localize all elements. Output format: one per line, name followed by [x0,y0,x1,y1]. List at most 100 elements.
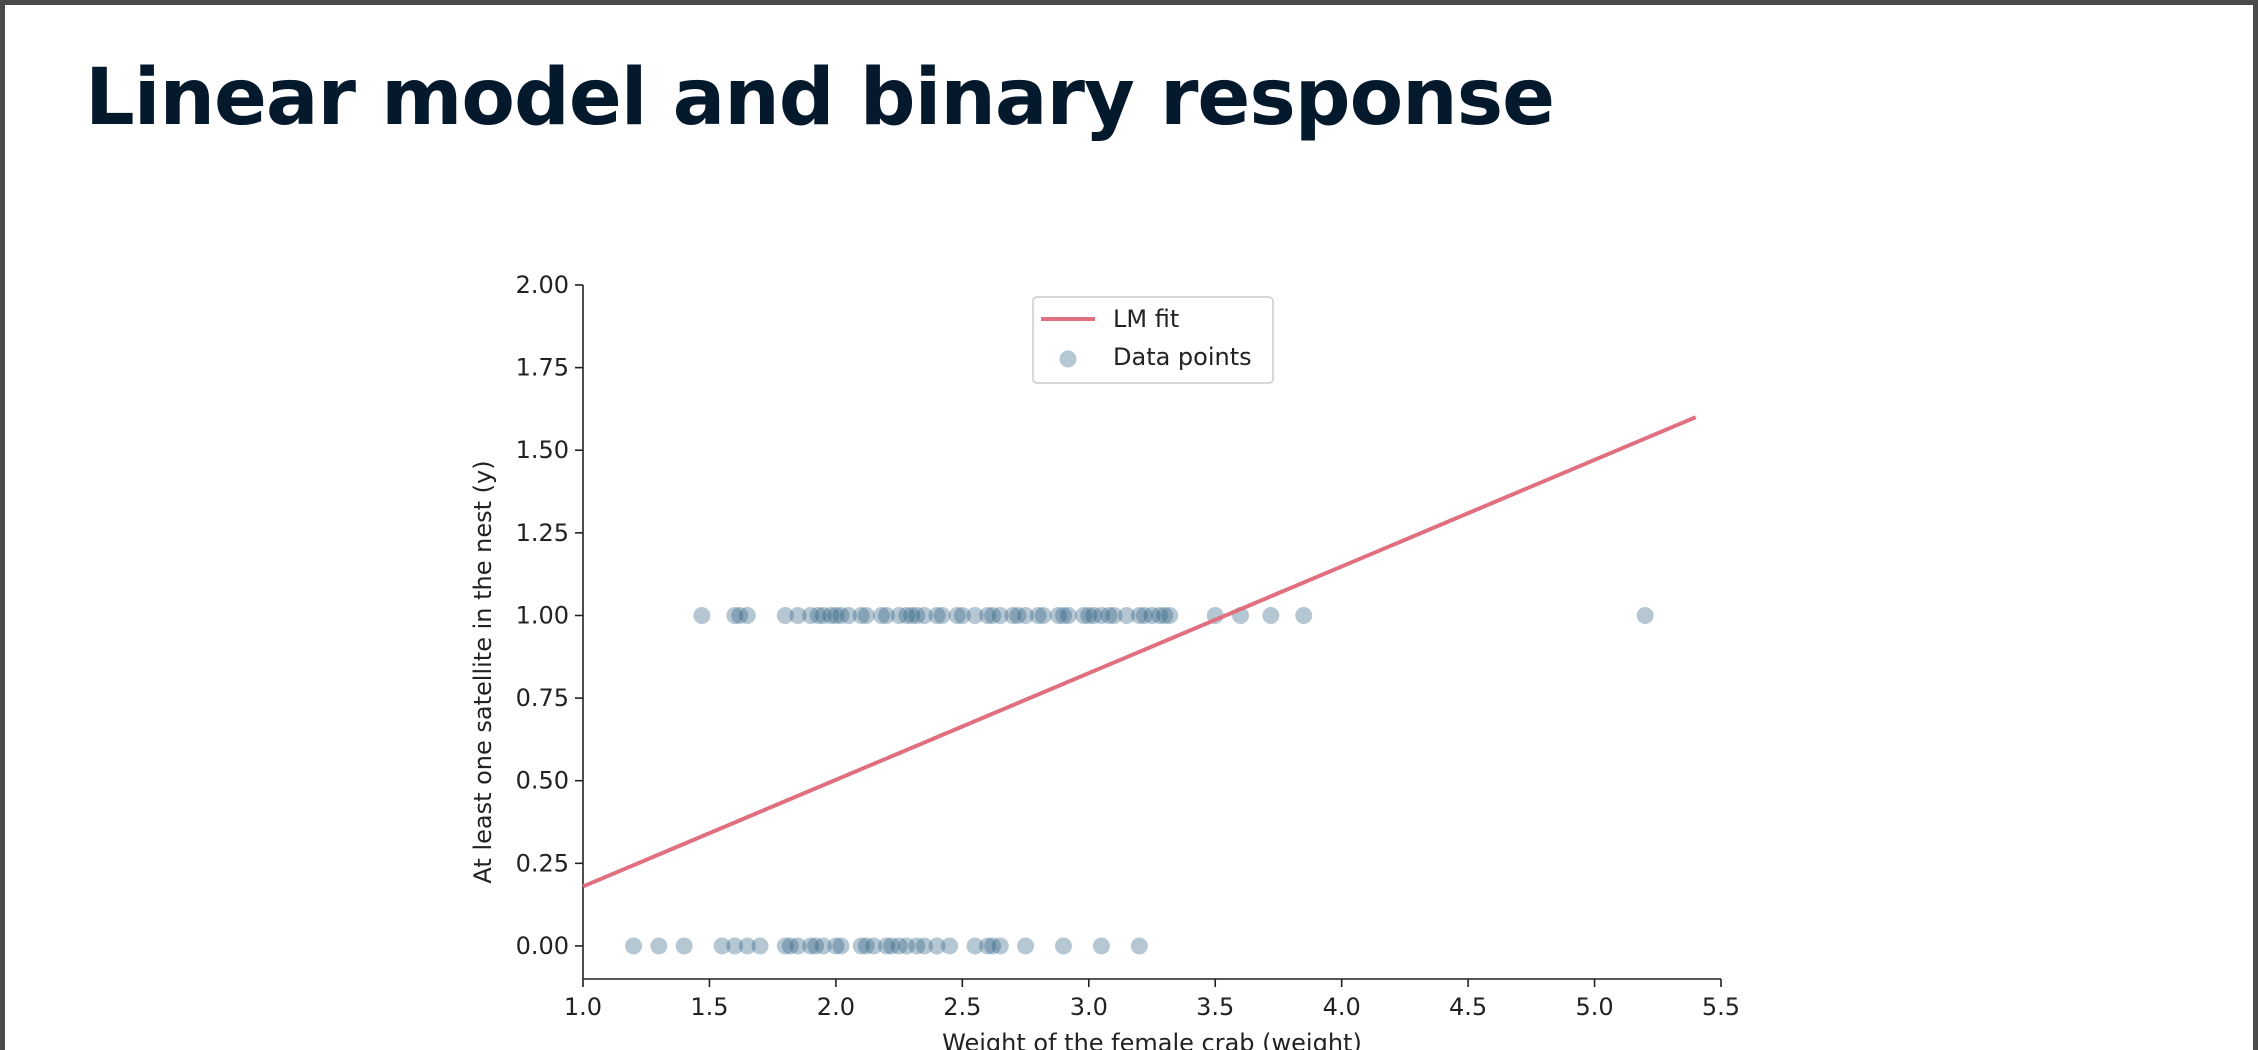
data-point [807,937,825,955]
data-point [877,606,895,624]
data-point [915,606,933,624]
data-point [928,606,946,624]
data-point [872,606,890,624]
data-point [966,937,984,955]
data-point [1017,606,1035,624]
data-point [1080,606,1098,624]
data-point [852,606,870,624]
data-point [1130,937,1148,955]
data-point [1161,606,1179,624]
data-point [1135,606,1153,624]
y-tick-label: 0.75 [516,684,569,712]
data-point [822,606,840,624]
data-point [809,606,827,624]
data-point [966,606,984,624]
data-point [991,937,1009,955]
data-point [1105,606,1123,624]
y-tick-label: 1.00 [516,601,569,629]
data-point [840,606,858,624]
data-point [877,937,895,955]
data-point [1049,606,1067,624]
data-point [1054,606,1072,624]
data-point [1092,606,1110,624]
data-point [1118,606,1136,624]
data-point [827,937,845,955]
y-tick-label: 0.25 [516,849,569,877]
y-tick-label: 0.00 [516,932,569,960]
data-point [979,937,997,955]
data-point [857,937,875,955]
x-axis-label: Weight of the female crab (weight) [942,1029,1362,1050]
data-point [928,937,946,955]
data-point [1060,606,1078,624]
data-point [941,937,959,955]
x-tick-label: 3.5 [1196,993,1234,1021]
data-point [1004,606,1022,624]
y-tick-label: 1.75 [516,354,569,382]
data-point [1017,937,1035,955]
x-tick-label: 4.0 [1323,993,1361,1021]
data-point [814,606,832,624]
data-point [832,606,850,624]
data-point [776,606,794,624]
data-point [726,937,744,955]
data-point [789,937,807,955]
data-point [890,937,908,955]
data-point [1092,937,1110,955]
data-point [675,937,693,955]
y-tick-label: 0.50 [516,767,569,795]
y-tick-label: 1.25 [516,519,569,547]
data-point [1100,606,1118,624]
data-point [1156,606,1174,624]
data-point [984,606,1002,624]
data-point [857,606,875,624]
data-point [1636,606,1654,624]
data-point [1151,606,1169,624]
x-tick-label: 3.0 [1070,993,1108,1021]
data-point [908,937,926,955]
data-point [1130,606,1148,624]
data-point [883,937,901,955]
data-point [731,606,749,624]
y-axis-label: At least one satellite in the nest (y) [469,460,497,883]
data-point [713,937,731,955]
y-tick-label: 1.50 [516,436,569,464]
x-tick-label: 2.0 [817,993,855,1021]
data-point [776,937,794,955]
x-tick-label: 5.0 [1575,993,1613,1021]
data-point [1029,606,1047,624]
data-point [1075,606,1093,624]
data-point [1009,606,1027,624]
data-point [726,606,744,624]
x-tick-label: 1.5 [690,993,728,1021]
legend-points-swatch [1059,350,1077,368]
data-point [933,606,951,624]
legend-points-label: Data points [1113,343,1252,371]
data-point [979,606,997,624]
data-point [781,937,799,955]
y-tick-label: 2.00 [516,271,569,299]
data-point [738,606,756,624]
x-tick-label: 5.5 [1702,993,1740,1021]
x-tick-label: 4.5 [1449,993,1487,1021]
data-point [948,606,966,624]
data-point [865,937,883,955]
data-point [991,606,1009,624]
data-point [890,606,908,624]
data-point [827,606,845,624]
data-point [1262,606,1280,624]
x-tick-label: 2.5 [943,993,981,1021]
data-point [625,937,643,955]
data-point [738,937,756,955]
data-point [650,937,668,955]
data-point [898,937,916,955]
data-point [1034,606,1052,624]
data-point [802,937,820,955]
chart: 1.0 1.5 2.0 2.5 3.0 3.5 4.0 4.5 5.0 5.5 0.00 0.25 0.… [469,271,1740,1050]
data-point [984,937,1002,955]
data-point [1085,606,1103,624]
legend-fit-label: LM fit [1113,305,1179,333]
data-point [693,606,711,624]
data-point [832,937,850,955]
